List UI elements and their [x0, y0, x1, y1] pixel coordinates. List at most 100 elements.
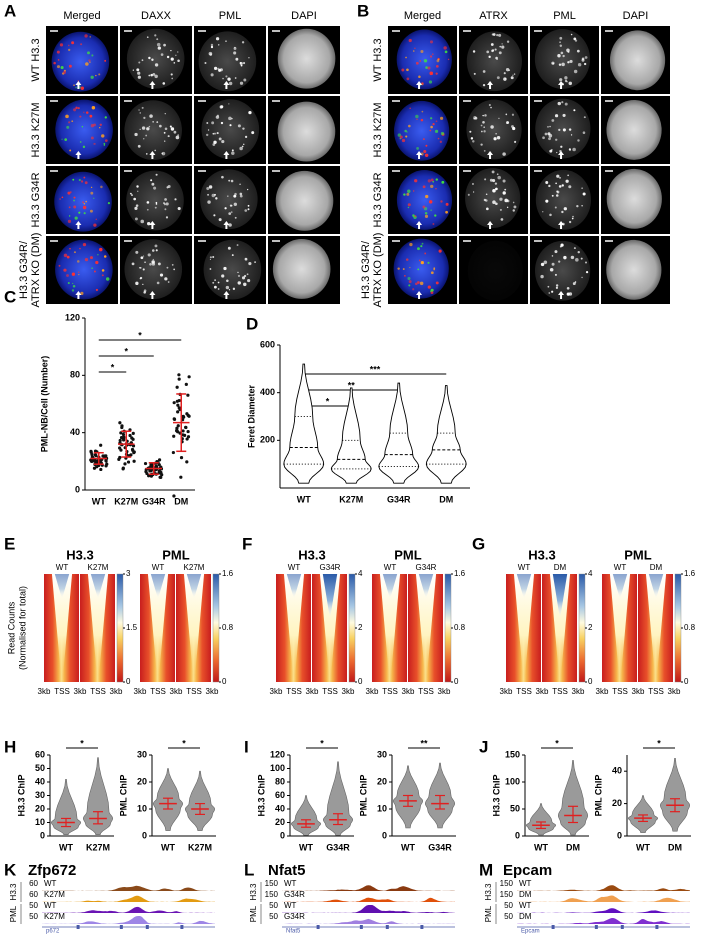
- nuclear-body: [556, 151, 558, 154]
- nuclear-body: [482, 120, 485, 124]
- nuclear-body: [404, 275, 406, 277]
- heatmap-signal: [147, 574, 169, 676]
- nuclear-body: [576, 49, 580, 53]
- violin: [184, 770, 216, 831]
- nuclear-body: [61, 196, 64, 199]
- nuclear-body: [151, 249, 155, 252]
- nuclear-body: [177, 59, 180, 63]
- nuclear-body: [495, 187, 498, 191]
- nuclear-body: [434, 129, 439, 133]
- arrow: [149, 151, 156, 159]
- data-point: [121, 466, 125, 470]
- nuclear-body: [137, 190, 139, 192]
- nuclear-body: [57, 59, 60, 61]
- significance-label: ***: [370, 364, 381, 374]
- nuclear-body: [165, 216, 169, 219]
- nuclear-body: [562, 113, 566, 117]
- nuclear-body: [228, 223, 232, 227]
- data-point: [185, 412, 189, 416]
- nuclear-body: [547, 285, 550, 288]
- nuclear-body: [154, 34, 157, 37]
- nuclear-body: [206, 121, 209, 124]
- track-scale: 150: [265, 890, 279, 899]
- nuclear-body: [555, 284, 559, 287]
- row-label: H3.3 G34R/: [18, 240, 30, 299]
- data-point: [158, 471, 162, 475]
- nuclear-body: [137, 144, 141, 148]
- nuclear-body: [566, 48, 570, 53]
- nuclear-body: [142, 283, 144, 286]
- data-point: [130, 436, 134, 440]
- nuclear-body: [239, 81, 244, 85]
- cell: [606, 168, 662, 229]
- panel-letter: M: [479, 860, 493, 879]
- gene-annotation: p672: [46, 929, 60, 934]
- nuclear-body: [422, 185, 426, 189]
- row-label: H3.3 G34R: [372, 172, 384, 227]
- nuclear-body: [427, 261, 430, 264]
- nuclear-body: [169, 125, 172, 128]
- nuclear-body: [573, 37, 577, 41]
- nuclear-body: [551, 262, 555, 266]
- nuclear-body: [155, 203, 158, 205]
- nuclear-body: [552, 62, 554, 65]
- nuclear-body: [104, 139, 108, 142]
- colorbar-label: 1.6: [454, 569, 466, 578]
- nuclear-body: [132, 69, 134, 71]
- nuclear-body: [135, 204, 139, 207]
- nuclear-body: [248, 262, 252, 266]
- nuclear-body: [406, 131, 408, 133]
- nuclear-body: [551, 290, 554, 293]
- row-label: H3.3 G34R/: [360, 240, 372, 299]
- nuclear-body: [239, 192, 243, 196]
- cell: [467, 240, 523, 301]
- nuclear-body: [561, 184, 564, 187]
- nuclear-body: [144, 261, 146, 264]
- x-tick-label: TSS: [150, 687, 166, 696]
- x-tick-label: WT: [59, 842, 73, 852]
- colorbar-label: 0: [358, 677, 363, 686]
- y-tick-label: 200: [260, 435, 275, 445]
- cell: [198, 31, 257, 92]
- arrow: [558, 221, 565, 229]
- nuclear-body: [415, 114, 419, 119]
- heatmap-signal: [379, 574, 401, 676]
- data-point: [171, 450, 175, 455]
- violin: [283, 363, 325, 484]
- nuclear-body: [213, 132, 217, 135]
- nuclear-body: [498, 33, 502, 37]
- colorbar-label: 0: [684, 677, 689, 686]
- nuclear-body: [229, 124, 232, 127]
- nuclear-body: [417, 268, 420, 271]
- nuclear-body: [147, 221, 151, 226]
- nuclear-body: [473, 191, 475, 193]
- nuclear-body: [542, 136, 545, 140]
- colorbar-label: 0.8: [684, 623, 696, 632]
- nuclear-body: [231, 151, 235, 155]
- y-tick-label: 80: [275, 776, 285, 786]
- nuclear-body: [134, 132, 138, 137]
- row-label: WT H3.3: [372, 38, 384, 81]
- nuclear-body: [66, 125, 70, 129]
- nuclear-body: [408, 280, 412, 284]
- significance-label: *: [326, 396, 330, 406]
- nuclear-body: [427, 66, 431, 70]
- nuclear-body: [407, 203, 411, 207]
- nuclear-body: [436, 59, 440, 63]
- violin: [627, 795, 659, 834]
- data-point: [172, 417, 176, 421]
- nuclear-body: [101, 134, 105, 138]
- y-tick-label: 20: [275, 817, 285, 827]
- nuclear-body: [419, 59, 422, 62]
- nuclear-body: [82, 205, 87, 210]
- significance-label: **: [348, 380, 356, 390]
- track-label: WT: [44, 901, 57, 910]
- nuclear-body: [101, 274, 104, 277]
- row-label: WT H3.3: [30, 38, 42, 81]
- nuclear-body: [89, 61, 91, 63]
- nuclear-body: [237, 281, 242, 285]
- heatmap-signal: [183, 574, 205, 676]
- violin: [290, 795, 322, 836]
- nuclear-body: [204, 61, 207, 64]
- colorbar: [444, 573, 452, 683]
